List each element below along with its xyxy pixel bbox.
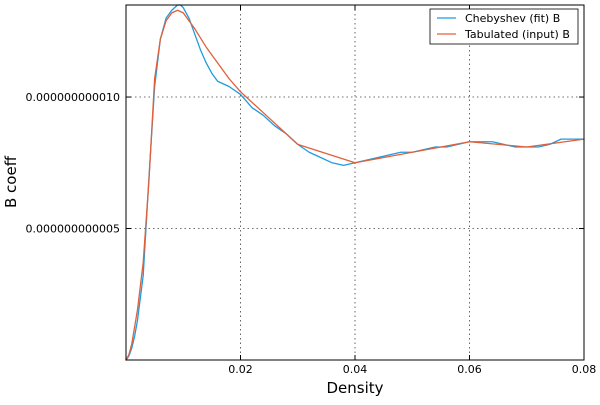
x-tick-label: 0.08 (572, 363, 597, 376)
tick-layer: 0.02 0.04 0.06 0.08 0.000000000005 0.00000000… (26, 5, 597, 376)
x-tick-label: 0.04 (343, 363, 368, 376)
legend-box (429, 8, 579, 45)
series-layer (125, 4, 585, 361)
x-axis-label: Density (326, 379, 383, 397)
legend-label-tabulated: Tabulated (input) B (464, 28, 570, 41)
legend: Chebyshev (fit) B Tabulated (input) B (429, 8, 579, 45)
series-line-1 (125, 9, 585, 361)
grid-layer (126, 5, 585, 360)
y-tick-label: 0.000000000010 (26, 91, 120, 104)
x-tick-label: 0.02 (228, 363, 253, 376)
legend-label-chebyshev: Chebyshev (fit) B (465, 12, 560, 25)
y-tick-label: 0.000000000005 (26, 223, 120, 236)
y-axis-label: B coeff (2, 155, 20, 208)
x-tick-label: 0.06 (457, 363, 482, 376)
